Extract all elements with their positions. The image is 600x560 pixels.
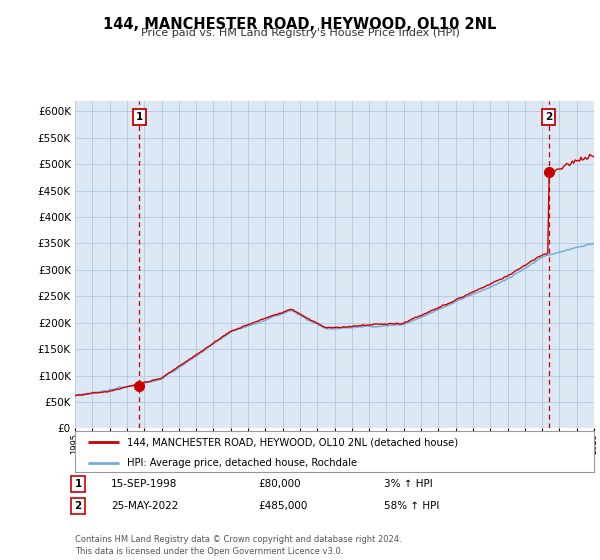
Text: 144, MANCHESTER ROAD, HEYWOOD, OL10 2NL: 144, MANCHESTER ROAD, HEYWOOD, OL10 2NL [103,17,497,32]
Text: 2: 2 [74,501,82,511]
Text: 1: 1 [136,111,143,122]
Text: £80,000: £80,000 [258,479,301,489]
Text: 58% ↑ HPI: 58% ↑ HPI [384,501,439,511]
Text: 1: 1 [74,479,82,489]
Text: 15-SEP-1998: 15-SEP-1998 [111,479,178,489]
Text: 25-MAY-2022: 25-MAY-2022 [111,501,178,511]
Text: Contains HM Land Registry data © Crown copyright and database right 2024.
This d: Contains HM Land Registry data © Crown c… [75,535,401,556]
Text: 144, MANCHESTER ROAD, HEYWOOD, OL10 2NL (detached house): 144, MANCHESTER ROAD, HEYWOOD, OL10 2NL … [127,437,458,447]
Text: £485,000: £485,000 [258,501,307,511]
Text: 2: 2 [545,111,553,122]
Text: HPI: Average price, detached house, Rochdale: HPI: Average price, detached house, Roch… [127,458,357,468]
Text: Price paid vs. HM Land Registry's House Price Index (HPI): Price paid vs. HM Land Registry's House … [140,28,460,38]
Text: 3% ↑ HPI: 3% ↑ HPI [384,479,433,489]
